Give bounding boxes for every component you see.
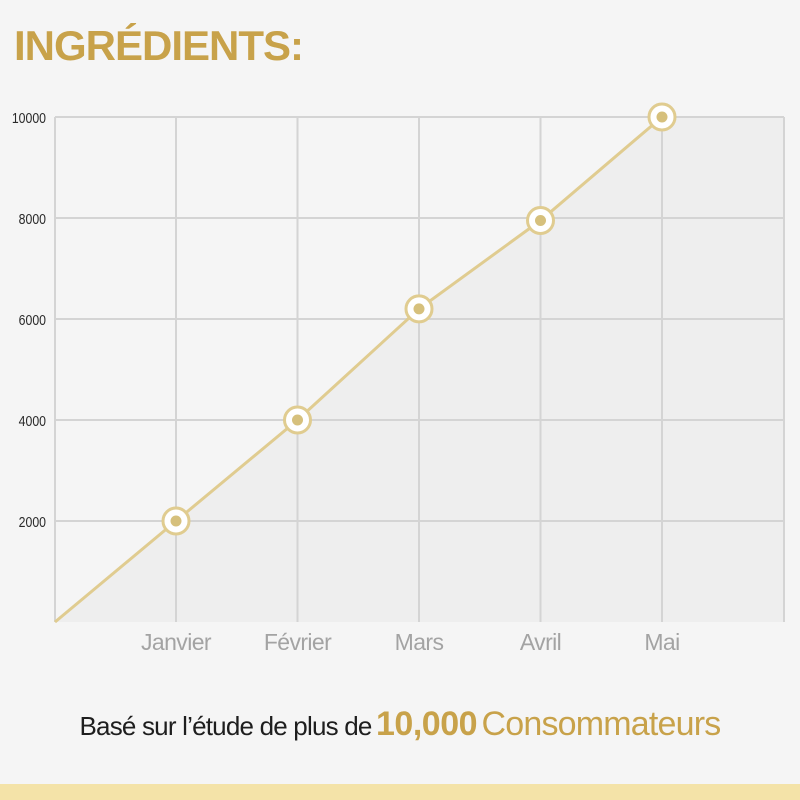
data-point-dot <box>413 303 425 315</box>
x-tick-label: Février <box>264 629 332 655</box>
x-tick-label: Avril <box>520 629 561 655</box>
y-tick-label: 8000 <box>19 211 47 227</box>
y-tick-label: 4000 <box>19 413 47 429</box>
y-tick-label: 6000 <box>19 312 47 328</box>
caption-number: 10,000 <box>376 705 478 743</box>
data-point-dot <box>656 111 668 123</box>
series-line <box>54 115 663 624</box>
data-point-dot <box>170 515 182 527</box>
y-tick-label: 2000 <box>19 514 47 530</box>
data-point-dot <box>292 414 303 426</box>
page-title: INGRÉDIENTS: <box>14 22 304 69</box>
caption-lead-text: Basé sur l’étude de plus de <box>79 711 373 741</box>
study-caption: Basé sur l’étude de plus de 10,000 Conso… <box>0 705 800 744</box>
y-tick-label: 10000 <box>12 110 47 126</box>
bottom-accent-band <box>0 784 800 800</box>
x-tick-label: Janvier <box>141 629 212 655</box>
x-tick-label: Mai <box>644 629 679 655</box>
caption-tail-text: Consommateurs <box>481 705 721 743</box>
data-point-dot <box>535 215 546 227</box>
x-tick-label: Mars <box>395 629 444 655</box>
